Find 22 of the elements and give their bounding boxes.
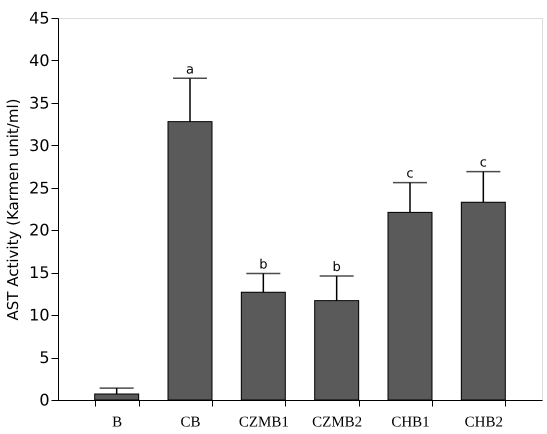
y-tick-label: 20 — [29, 220, 50, 240]
y-tick-label: 10 — [29, 306, 50, 325]
y-tick-label: 30 — [29, 136, 50, 155]
y-tick-label: 25 — [29, 178, 50, 198]
annotation: b — [259, 258, 268, 273]
x-tick-label: CHB1 — [391, 414, 430, 430]
x-tick-label: CZMB2 — [312, 414, 362, 430]
y-tick-label: 40 — [29, 50, 50, 70]
y-tick-label: 0 — [39, 390, 50, 410]
annotation: c — [406, 166, 414, 182]
y-tick-label: 45 — [29, 8, 50, 28]
x-tick-label: B — [112, 414, 122, 430]
y-tick-label: 35 — [29, 93, 50, 112]
x-tick-label: CB — [180, 414, 201, 430]
x-tick-label: CZMB1 — [238, 414, 289, 430]
y-axis-title: AST Activity (Karmen unit/ml) — [4, 98, 22, 320]
annotation: b — [332, 260, 341, 276]
y-tick-label: 15 — [29, 263, 50, 282]
y-tick-label: 5 — [39, 348, 50, 368]
annotation: a — [186, 62, 194, 78]
annotation: c — [480, 156, 487, 171]
x-tick-label: CHB2 — [464, 414, 504, 430]
